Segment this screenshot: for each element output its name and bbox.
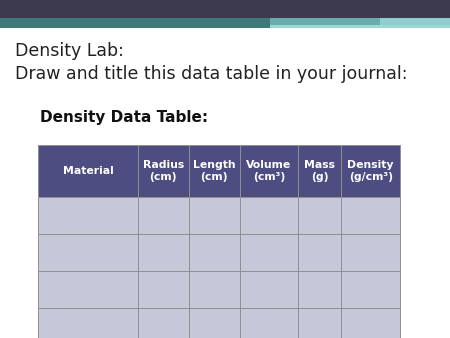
Bar <box>138 234 189 271</box>
Bar <box>189 271 240 308</box>
Bar <box>38 234 138 271</box>
Bar <box>0 18 450 28</box>
Text: Radius
(cm): Radius (cm) <box>143 160 184 182</box>
Bar <box>189 145 240 197</box>
Bar <box>38 197 138 234</box>
Text: Mass
(g): Mass (g) <box>304 160 335 182</box>
Bar <box>342 197 400 234</box>
Bar <box>138 197 189 234</box>
Bar <box>138 308 189 338</box>
Text: Density
(g/cm³): Density (g/cm³) <box>347 160 394 182</box>
Bar <box>342 271 400 308</box>
Text: Length
(cm): Length (cm) <box>193 160 235 182</box>
Bar <box>38 145 138 197</box>
Bar <box>270 18 380 25</box>
Text: Draw and title this data table in your journal:: Draw and title this data table in your j… <box>15 65 408 83</box>
Bar <box>270 25 450 28</box>
Bar <box>138 145 189 197</box>
Text: Material: Material <box>63 166 113 176</box>
Text: Density Lab:: Density Lab: <box>15 42 124 60</box>
Bar <box>240 197 298 234</box>
Bar <box>298 271 342 308</box>
Bar <box>38 271 138 308</box>
Bar <box>189 197 240 234</box>
Bar <box>189 234 240 271</box>
Bar <box>240 308 298 338</box>
Bar <box>298 308 342 338</box>
Bar <box>0 0 450 18</box>
Bar <box>342 234 400 271</box>
Bar <box>342 308 400 338</box>
Bar <box>240 234 298 271</box>
Bar <box>298 197 342 234</box>
Bar <box>298 234 342 271</box>
Bar <box>240 145 298 197</box>
Text: Density Data Table:: Density Data Table: <box>40 110 208 125</box>
Bar <box>189 308 240 338</box>
Bar <box>138 271 189 308</box>
Bar <box>298 145 342 197</box>
Bar <box>380 18 450 25</box>
Text: Volume
(cm³): Volume (cm³) <box>246 160 292 182</box>
Bar <box>240 271 298 308</box>
Bar <box>38 308 138 338</box>
Bar <box>342 145 400 197</box>
